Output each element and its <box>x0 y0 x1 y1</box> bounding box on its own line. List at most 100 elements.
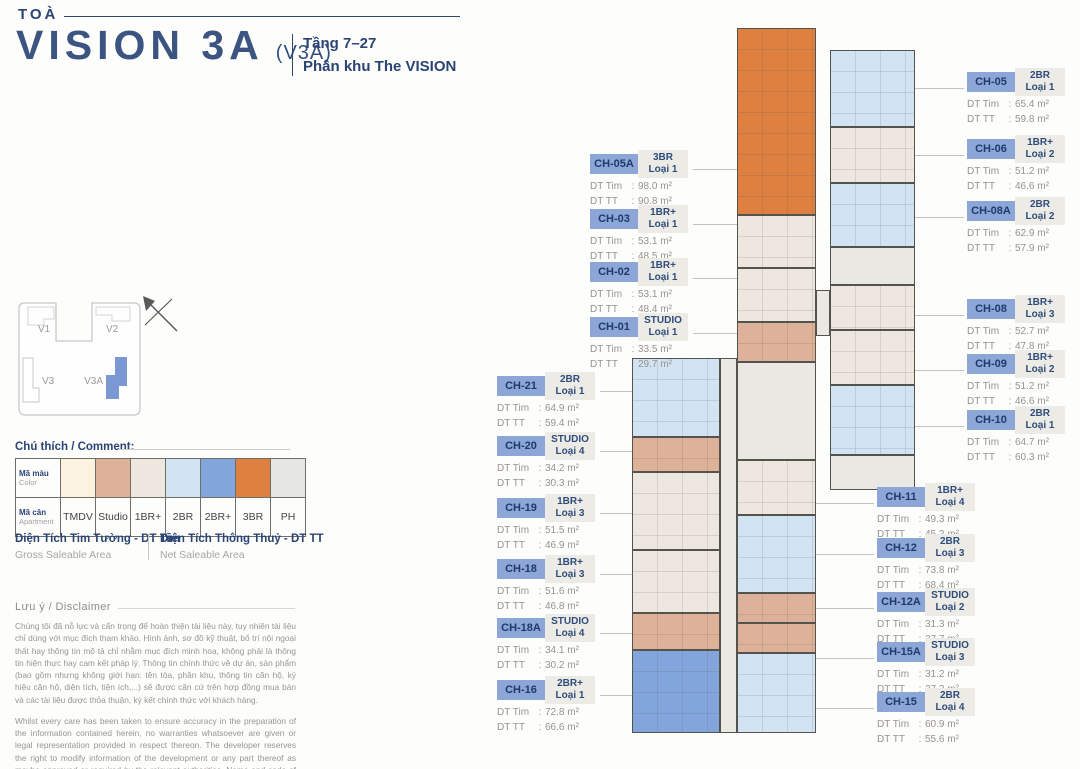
unit-type-badge: 2BR Loại 1 <box>545 372 595 400</box>
unit-area-dt_tt: DT TT:29.7 m² <box>590 358 672 370</box>
unit-label-CH-08: CH-08 1BR+ Loại 3 DT Tim:52.7 m² DT TT:47.8 … <box>967 295 1069 352</box>
unit-code-badge: CH-18A <box>497 618 545 638</box>
plan-corridor <box>830 455 915 490</box>
legend-label-2BR: 2BR <box>165 497 201 537</box>
title-rule <box>64 16 460 17</box>
unit-code-badge: CH-08A <box>967 201 1015 221</box>
unit-area-dt_tim: DT Tim:98.0 m² <box>590 181 672 192</box>
unit-area-dt_tim: DT Tim:52.7 m² <box>967 326 1049 337</box>
unit-type-badge: 3BR Loại 1 <box>638 150 688 178</box>
unit-area-dt_tt: DT TT:59.4 m² <box>497 417 579 429</box>
unit-code-badge: CH-05 <box>967 72 1015 92</box>
plan-corridor <box>816 290 830 336</box>
label-connector-line <box>600 695 632 696</box>
unit-area-dt_tt: DT TT:30.2 m² <box>497 659 579 671</box>
plan-unit-CH-06 <box>830 127 915 183</box>
legend-label-3BR: 3BR <box>235 497 271 537</box>
building-name: VISION 3A <box>16 22 264 68</box>
unit-code-badge: CH-21 <box>497 376 545 396</box>
unit-area-dt_tim: DT Tim:64.7 m² <box>967 437 1049 448</box>
unit-label-CH-12: CH-12 2BR Loại 3 DT Tim:73.8 m² DT TT:68.4 m… <box>877 534 979 591</box>
unit-type-badge: 1BR+ Loại 4 <box>925 483 975 511</box>
unit-type-badge: 1BR+ Loại 1 <box>638 258 688 286</box>
label-connector-line <box>915 426 964 427</box>
plan-corridor <box>830 247 915 285</box>
unit-label-CH-09: CH-09 1BR+ Loại 2 DT Tim:51.2 m² DT TT:46.6 … <box>967 350 1069 407</box>
unit-label-CH-10: CH-10 2BR Loại 1 DT Tim:64.7 m² DT TT:60.3 m… <box>967 406 1069 463</box>
wing-v3-outline <box>22 357 40 403</box>
unit-area-dt_tt: DT TT:48.4 m² <box>590 303 672 315</box>
plan-unit-CH-12 <box>737 515 816 593</box>
unit-code-badge: CH-12 <box>877 538 925 558</box>
unit-type-badge: 1BR+ Loại 2 <box>1015 135 1065 163</box>
legend-swatch-TMDV <box>60 458 96 498</box>
legend-table: Mã màu Color Mã căn Apartment TMDV Studio… <box>15 458 306 537</box>
unit-label-CH-19: CH-19 1BR+ Loại 3 DT Tim:51.5 m² DT TT:46.9 … <box>497 494 599 551</box>
unit-area-dt_tim: DT Tim:73.8 m² <box>877 565 959 576</box>
label-connector-line <box>693 278 737 279</box>
unit-area-dt_tt: DT TT:60.3 m² <box>967 451 1049 463</box>
unit-area-dt_tim: DT Tim:51.2 m² <box>967 381 1049 392</box>
plan-unit-CH-01 <box>737 322 816 362</box>
unit-code-badge: CH-15A <box>877 642 925 662</box>
unit-code-badge: CH-08 <box>967 299 1015 319</box>
unit-area-dt_tim: DT Tim:64.9 m² <box>497 403 579 414</box>
plan-unit-CH-08A <box>830 183 915 247</box>
minimap-label-v3: V3 <box>42 376 55 387</box>
plan-corridor <box>720 358 737 733</box>
unit-area-dt_tt: DT TT:55.6 m² <box>877 733 959 745</box>
unit-area-dt_tim: DT Tim:34.1 m² <box>497 645 579 656</box>
unit-code-badge: CH-19 <box>497 498 545 518</box>
unit-area-dt_tt: DT TT:68.4 m² <box>877 579 959 591</box>
plan-unit-CH-05A <box>737 28 816 215</box>
unit-type-badge: 1BR+ Loại 1 <box>638 205 688 233</box>
label-connector-line <box>816 503 874 504</box>
unit-type-badge: STUDIO Loại 3 <box>925 638 975 666</box>
unit-area-dt_tim: DT Tim:51.5 m² <box>497 525 579 536</box>
site-minimap: V1 V2 V3 V3A <box>18 302 141 416</box>
unit-area-dt_tt: DT TT:30.3 m² <box>497 477 579 489</box>
plan-unit-CH-05 <box>830 50 915 127</box>
label-connector-line <box>600 451 632 452</box>
plan-unit-CH-10 <box>830 385 915 455</box>
label-connector-line <box>600 513 632 514</box>
plan-unit-CH-03 <box>737 215 816 268</box>
zone-name: Phân khu The VISION <box>303 57 457 75</box>
legend-label-2BR+: 2BR+ <box>200 497 236 537</box>
unit-label-CH-03: CH-03 1BR+ Loại 1 DT Tim:53.1 m² DT TT:48.5 … <box>590 205 692 262</box>
unit-label-CH-20: CH-20 STUDIO Loại 4 DT Tim:34.2 m² DT TT:30.… <box>497 432 599 489</box>
legend-swatch-2BR+ <box>200 458 236 498</box>
unit-code-badge: CH-05A <box>590 154 638 174</box>
unit-code-badge: CH-10 <box>967 410 1015 430</box>
label-connector-line <box>600 574 632 575</box>
floor-range: Tầng 7–27 <box>303 35 377 52</box>
unit-area-dt_tt: DT TT:48.5 m² <box>590 250 672 262</box>
unit-label-CH-15: CH-15 2BR Loại 4 DT Tim:60.9 m² DT TT:55.6 m… <box>877 688 979 745</box>
unit-area-dt_tim: DT Tim:53.1 m² <box>590 289 672 300</box>
unit-area-dt_tim: DT Tim:53.1 m² <box>590 236 672 247</box>
unit-code-badge: CH-11 <box>877 487 925 507</box>
label-connector-line <box>816 708 874 709</box>
disclaimer-title: Lưu ý / Disclaimer <box>15 601 111 613</box>
unit-label-CH-18: CH-18 1BR+ Loại 3 DT Tim:51.6 m² DT TT:46.8 … <box>497 555 599 612</box>
legend-title: Chú thích / Comment: <box>15 441 135 453</box>
unit-area-dt_tt: DT TT:90.8 m² <box>590 195 672 207</box>
unit-area-dt_tim: DT Tim:51.6 m² <box>497 586 579 597</box>
unit-type-badge: 2BR Loại 2 <box>1015 197 1065 225</box>
unit-type-badge: 2BR Loại 1 <box>1015 406 1065 434</box>
legend-swatch-2BR <box>165 458 201 498</box>
unit-code-badge: CH-18 <box>497 559 545 579</box>
disclaimer-title-line <box>118 608 295 609</box>
plan-unit-CH-19 <box>632 472 720 550</box>
disclaimer-paragraph-vi: Chúng tôi đã nỗ lực và cẩn trọng để hoàn… <box>15 621 296 705</box>
unit-type-badge: STUDIO Loại 4 <box>545 432 595 460</box>
wing-v1-outline <box>27 306 55 326</box>
unit-type-badge: 1BR+ Loại 3 <box>545 555 595 583</box>
unit-label-CH-01: CH-01 STUDIO Loại 1 DT Tim:33.5 m² DT TT:29.… <box>590 313 692 370</box>
area-def-gross: Diện Tích Tim Tường - DT Tim Gross Salea… <box>15 533 180 561</box>
plan-unit-CH-15 <box>737 653 816 733</box>
unit-type-badge: 1BR+ Loại 3 <box>1015 295 1065 323</box>
label-connector-line <box>693 333 737 334</box>
plan-unit-CH-02 <box>737 268 816 322</box>
